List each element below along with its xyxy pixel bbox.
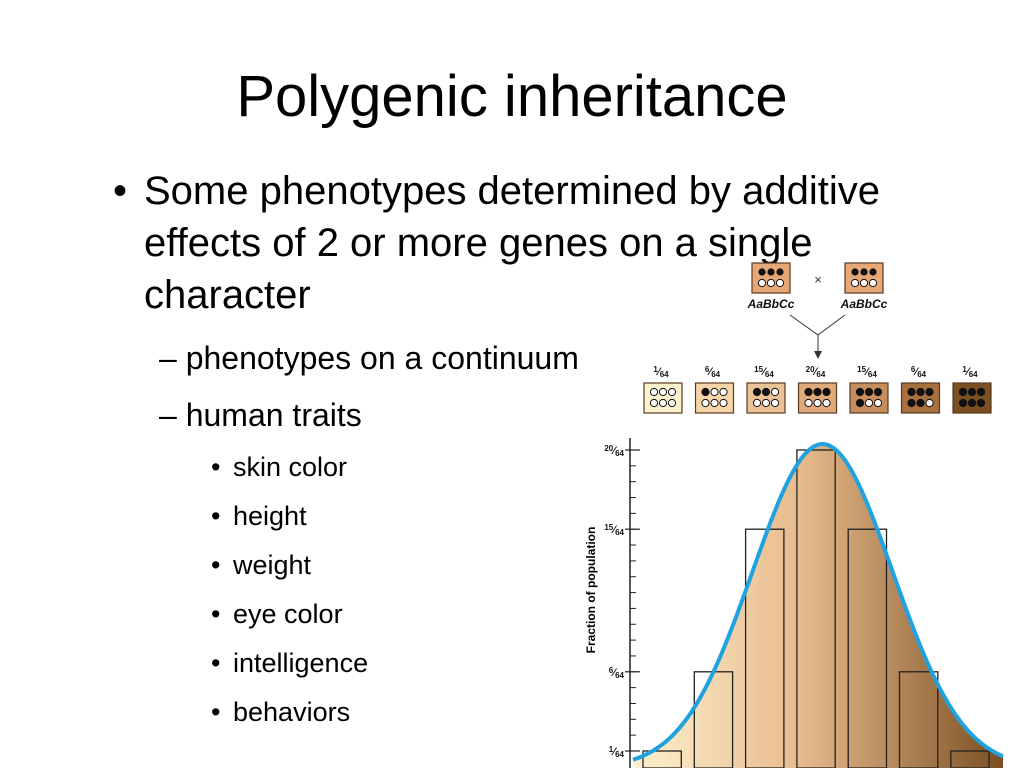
histogram-bar: [744, 528, 785, 768]
offspring-phenotype: 1⁄64: [643, 365, 683, 414]
offspring-fraction-label: 1⁄64: [653, 365, 669, 379]
histogram-bar: [847, 528, 888, 768]
light-allele-dot: [667, 398, 677, 408]
dark-allele-dot: [958, 387, 968, 397]
light-allele-dot: [649, 398, 659, 408]
dark-allele-dot: [752, 387, 762, 397]
bell-curve: [632, 441, 1004, 762]
offspring-box: [952, 382, 992, 414]
dark-allele-dot: [864, 387, 874, 397]
y-axis-ticks: 1⁄64 6⁄64 15⁄64 20⁄64: [604, 444, 640, 759]
histogram-bar: [950, 750, 990, 768]
dark-allele-dot: [907, 387, 916, 397]
light-allele-dot: [864, 398, 874, 408]
offspring-phenotype: 1⁄64: [952, 365, 992, 414]
offspring-box: [746, 382, 786, 414]
dark-allele-dot: [907, 398, 916, 408]
y-axis-label: Fraction of population: [584, 527, 598, 654]
dark-allele-dot: [916, 387, 925, 397]
histogram-bar: [796, 449, 836, 768]
dark-allele-dot: [813, 387, 822, 397]
dark-allele-dot: [925, 387, 934, 397]
dark-allele-dot: [804, 387, 813, 397]
distribution-chart: Fraction of population 1⁄64 6⁄64 15⁄64 20⁄6…: [584, 438, 1004, 768]
offspring-phenotype: 6⁄64: [694, 365, 735, 414]
offspring-box: [849, 382, 889, 414]
y-tick-label: 1⁄64: [609, 745, 625, 759]
parent-genotype-box: [751, 262, 791, 294]
offspring-box: [797, 382, 838, 414]
trait-item: • height: [211, 501, 307, 531]
trait-item: • intelligence: [211, 648, 369, 678]
sub-bullet-continuum: – phenotypes on a continuum: [159, 340, 579, 376]
parent-cross: × AaBbCc AaBbCc: [747, 262, 888, 359]
light-allele-dot: [701, 398, 710, 408]
light-allele-dot: [813, 398, 822, 408]
trait-item: • eye color: [211, 599, 343, 629]
dark-allele-dot: [958, 398, 968, 408]
slide-title: Polygenic inheritance: [236, 64, 788, 129]
offspring-fraction-label: 20⁄64: [806, 365, 826, 379]
parent-genotype-label: AaBbCc: [840, 297, 888, 311]
parent-genotype-box: [844, 262, 884, 294]
offspring-phenotype: 15⁄64: [849, 365, 889, 414]
polygenic-diagram-svg: × AaBbCc AaBbCc 1⁄64 6⁄64 15⁄64 20⁄64 15⁄64 6…: [584, 262, 1004, 768]
light-allele-dot: [719, 387, 728, 397]
dark-allele-dot: [967, 398, 977, 408]
sub-bullet-human-traits: – human traits: [159, 397, 362, 433]
offspring-fraction-label: 15⁄64: [754, 365, 774, 379]
offspring-box: [694, 382, 735, 414]
trait-item: • behaviors: [211, 697, 351, 727]
cross-arrow: [789, 314, 846, 359]
bell-curve-fill: [633, 444, 1003, 768]
offspring-phenotype: 15⁄64: [746, 365, 786, 414]
light-allele-dot: [719, 398, 728, 408]
light-allele-dot: [770, 387, 780, 397]
offspring-box: [900, 382, 941, 414]
y-tick-label: 20⁄64: [604, 444, 624, 458]
dark-allele-dot: [976, 398, 986, 408]
histogram-bars: [642, 449, 990, 768]
parent-genotype-label: AaBbCc: [747, 297, 795, 311]
light-allele-dot: [658, 398, 668, 408]
light-allele-dot: [770, 398, 780, 408]
offspring-fraction-label: 6⁄64: [705, 365, 721, 379]
dark-allele-dot: [855, 387, 865, 397]
offspring-row: 1⁄64 6⁄64 15⁄64 20⁄64 15⁄64 6⁄64 1⁄64: [643, 365, 992, 414]
main-bullet-text: Some phenotypes determined by additive e…: [144, 169, 881, 317]
dark-allele-dot: [976, 387, 986, 397]
light-allele-dot: [649, 387, 659, 397]
light-allele-dot: [822, 398, 831, 408]
y-tick-label: 6⁄64: [609, 666, 625, 680]
offspring-phenotype: 20⁄64: [797, 365, 838, 414]
trait-item: • skin color: [211, 452, 348, 482]
polygenic-figure: × AaBbCc AaBbCc 1⁄64 6⁄64 15⁄64 20⁄64 15⁄64 6…: [575, 255, 1024, 768]
offspring-fraction-label: 1⁄64: [962, 365, 978, 379]
dark-allele-dot: [822, 387, 831, 397]
dark-allele-dot: [855, 398, 865, 408]
light-allele-dot: [710, 387, 719, 397]
dark-allele-dot: [916, 398, 925, 408]
dark-allele-dot: [701, 387, 710, 397]
light-allele-dot: [710, 398, 719, 408]
light-allele-dot: [804, 398, 813, 408]
light-allele-dot: [761, 398, 771, 408]
dark-allele-dot: [761, 387, 771, 397]
y-tick-label: 15⁄64: [604, 523, 624, 537]
light-allele-dot: [925, 398, 934, 408]
offspring-phenotype: 6⁄64: [900, 365, 941, 414]
light-allele-dot: [873, 398, 883, 408]
dark-allele-dot: [967, 387, 977, 397]
light-allele-dot: [667, 387, 677, 397]
trait-item: • weight: [211, 550, 312, 580]
light-allele-dot: [658, 387, 668, 397]
histogram-bar: [642, 750, 682, 768]
dark-allele-dot: [873, 387, 883, 397]
cross-symbol: ×: [814, 272, 822, 287]
bullet-marker: •: [113, 169, 128, 213]
offspring-fraction-label: 15⁄64: [857, 365, 877, 379]
offspring-fraction-label: 6⁄64: [911, 365, 927, 379]
light-allele-dot: [752, 398, 762, 408]
offspring-box: [643, 382, 683, 414]
